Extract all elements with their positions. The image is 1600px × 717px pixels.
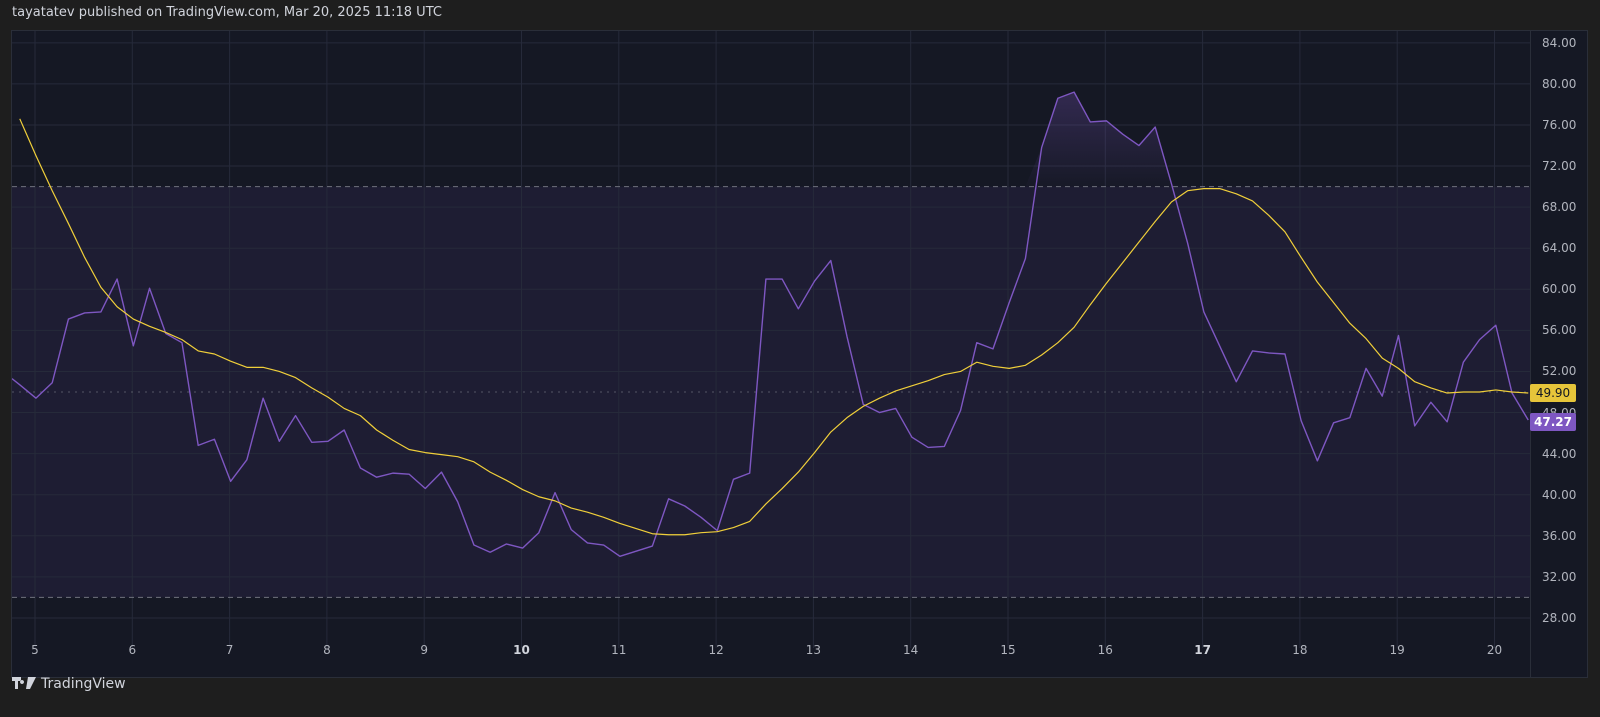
x-tick-label: 15 xyxy=(1000,643,1016,657)
x-tick-label: 12 xyxy=(708,643,724,657)
overbought-fill xyxy=(19,92,1529,187)
footer-brand-text: TradingView xyxy=(41,676,126,692)
y-tick-label: 56.00 xyxy=(1542,323,1577,338)
y-tick-label: 60.00 xyxy=(1542,282,1577,297)
y-tick-label: 80.00 xyxy=(1542,76,1577,91)
y-tick-label: 72.00 xyxy=(1542,159,1577,174)
publish-info: tayatatev published on TradingView.com, … xyxy=(12,5,442,20)
rsi-last-value-label: 47.27 xyxy=(1530,413,1576,432)
y-tick-label: 52.00 xyxy=(1542,364,1577,379)
y-tick-label: 28.00 xyxy=(1542,610,1577,625)
footer-brand[interactable]: TradingView xyxy=(12,676,126,692)
y-tick-label: 40.00 xyxy=(1542,487,1577,502)
y-tick-label: 64.00 xyxy=(1542,241,1577,256)
x-tick-label: 18 xyxy=(1292,643,1308,657)
x-tick-label: 7 xyxy=(225,643,234,657)
x-tick-label: 6 xyxy=(128,643,137,657)
x-tick-label: 14 xyxy=(903,643,919,657)
x-tick-label: 9 xyxy=(420,643,429,657)
x-tick-label: 16 xyxy=(1097,643,1113,657)
x-tick-label: 17 xyxy=(1194,643,1211,657)
x-tick-label: 20 xyxy=(1486,643,1503,657)
y-tick-label: 32.00 xyxy=(1542,569,1577,584)
x-tick-label: 19 xyxy=(1389,643,1405,657)
rsi-ma-last-value-label: 49.90 xyxy=(1530,384,1576,403)
y-tick-label: 36.00 xyxy=(1542,528,1577,543)
tradingview-logo-icon xyxy=(12,677,36,689)
y-tick-label: 76.00 xyxy=(1542,117,1577,132)
x-tick-label: 10 xyxy=(513,643,530,657)
x-tick-label: 8 xyxy=(323,643,331,657)
x-tick-label: 5 xyxy=(31,643,39,657)
price-axis-border xyxy=(1530,31,1531,678)
y-tick-label: 44.00 xyxy=(1542,446,1577,461)
rsi-line xyxy=(12,91,1529,558)
x-tick-label: 11 xyxy=(611,643,627,657)
y-tick-label: 68.00 xyxy=(1542,200,1577,215)
x-tick-label: 13 xyxy=(805,643,822,657)
rsi-ma-line xyxy=(19,118,1529,536)
y-tick-label: 84.00 xyxy=(1542,35,1577,50)
